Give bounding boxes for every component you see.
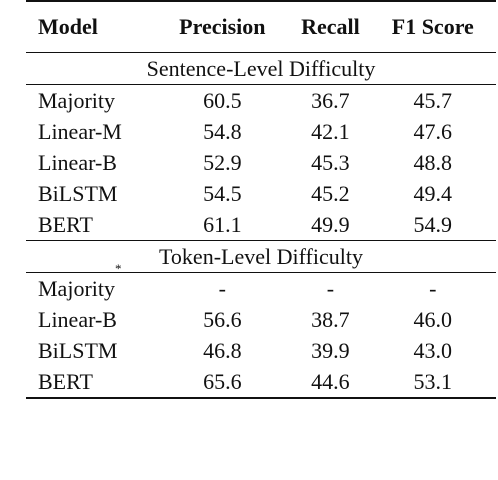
cell-model: Linear-B <box>38 150 117 175</box>
cell-recall: 42.1 <box>311 119 350 144</box>
header-recall: Recall <box>301 14 360 39</box>
cell-f1: 45.7 <box>413 88 453 113</box>
section-header-token: Token-Level Difficulty <box>26 240 496 273</box>
cell-precision: 56.6 <box>203 307 242 332</box>
table-row: BERT 65.6 44.6 53.1 <box>26 366 496 398</box>
cell-model: Linear-B <box>38 307 117 332</box>
cell-f1: 49.4 <box>413 181 453 206</box>
section-title-token: Token-Level Difficulty <box>159 244 363 269</box>
cell-precision: 52.9 <box>203 150 242 175</box>
cell-model: BERT <box>38 212 93 237</box>
table-row: Majority* - - - <box>26 262 496 305</box>
cell-precision: 54.8 <box>203 119 242 144</box>
cell-model: BiLSTM <box>38 338 118 363</box>
cell-recall: 44.6 <box>311 369 350 394</box>
cell-precision: 60.5 <box>203 88 242 113</box>
table-row: BERT 61.1 49.9 54.9 <box>26 209 496 241</box>
table-row: Linear-B 52.9 45.3 48.8 <box>26 147 496 178</box>
cell-recall: 38.7 <box>311 307 350 332</box>
cell-f1: - <box>429 276 437 301</box>
header-precision: Precision <box>179 14 266 39</box>
cell-model: BERT <box>38 369 93 394</box>
cell-recall: 45.3 <box>311 150 350 175</box>
cell-precision: 61.1 <box>203 212 242 237</box>
cell-recall: - <box>326 276 335 301</box>
cell-model: Majority* <box>26 262 153 305</box>
table-row: BiLSTM 46.8 39.9 43.0 <box>26 335 496 366</box>
cell-precision: - <box>218 276 226 301</box>
results-table: Model Precision Recall F1 Score Sentence… <box>26 0 496 399</box>
cell-f1: 43.0 <box>413 338 453 363</box>
cell-f1: 48.8 <box>413 150 453 175</box>
cell-f1: 54.9 <box>413 212 453 237</box>
cell-f1: 46.0 <box>413 307 453 332</box>
cell-f1: 53.1 <box>413 369 453 394</box>
cell-recall: 49.9 <box>311 212 350 237</box>
cell-precision: 65.6 <box>203 369 242 394</box>
table-row: BiLSTM 54.5 45.2 49.4 <box>26 178 496 209</box>
section-header-sentence: Sentence-Level Difficulty <box>26 52 496 85</box>
header-row: Model Precision Recall F1 Score <box>26 1 496 53</box>
cell-model: Linear-M <box>38 119 122 144</box>
header-model: Model <box>38 14 98 39</box>
footnote-marker: * <box>115 261 122 276</box>
cell-precision: 46.8 <box>203 338 242 363</box>
header-f1: F1 Score <box>391 14 474 39</box>
table-row: Linear-M 54.8 42.1 47.6 <box>26 116 496 147</box>
cell-model: BiLSTM <box>38 181 118 206</box>
section-title-sentence: Sentence-Level Difficulty <box>146 56 376 81</box>
cell-recall: 36.7 <box>311 88 350 113</box>
cell-recall: 39.9 <box>311 338 350 363</box>
cell-precision: 54.5 <box>203 181 242 206</box>
table-row: Majority 60.5 36.7 45.7 <box>26 84 496 117</box>
cell-f1: 47.6 <box>413 119 453 144</box>
cell-recall: 45.2 <box>311 181 350 206</box>
table-row: Linear-B 56.6 38.7 46.0 <box>26 304 496 335</box>
cell-model: Majority <box>38 88 115 113</box>
model-name: Majority <box>38 276 115 301</box>
